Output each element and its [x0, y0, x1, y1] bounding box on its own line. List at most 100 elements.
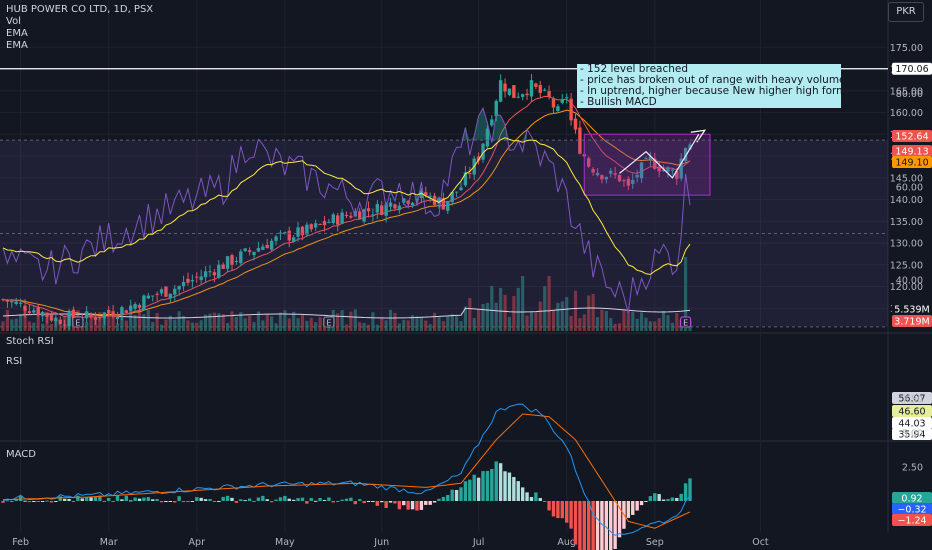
volume-bar [600, 309, 604, 331]
macd-histogram-bar [93, 496, 98, 501]
volume-bar [362, 323, 366, 331]
stoch-d-label-badge [892, 428, 932, 440]
candle-body [256, 247, 261, 252]
candle-body [675, 170, 679, 179]
candle-body [243, 248, 247, 251]
candle-body [247, 250, 252, 252]
candle-body [261, 246, 265, 250]
volume-bar [538, 301, 542, 331]
macd-histogram-bar [578, 501, 582, 550]
y-tick-label: 125.00 [890, 260, 923, 271]
candle-body [459, 187, 463, 191]
macd-histogram-bar [221, 496, 225, 501]
y-tick-label: 120.00 [890, 282, 923, 293]
macd-histogram-bar [410, 501, 415, 510]
candle-body [239, 251, 243, 264]
macd-histogram-bar [529, 497, 534, 501]
volume-ma-value-label: 5.539M [894, 305, 929, 316]
volume-bar [89, 316, 93, 331]
candle-body [393, 204, 397, 209]
signal-line [2, 413, 691, 529]
candle-body [591, 168, 595, 173]
candle-body [388, 202, 393, 207]
rsi-value-label: 56.07 [898, 394, 925, 405]
currency-button[interactable]: PKR [888, 2, 924, 22]
candle-body [322, 221, 327, 226]
candle-body [190, 280, 195, 282]
volume-bar [595, 317, 600, 331]
macd-histogram-bar [657, 494, 661, 501]
macd-histogram-bar [129, 500, 133, 502]
last-close-label-badge [892, 130, 932, 142]
candle-body [221, 264, 225, 269]
volume-bar [221, 313, 225, 331]
candle-body [265, 244, 269, 249]
volume-bar [631, 311, 635, 331]
candle-body [84, 311, 89, 319]
macd-histogram-bar [679, 493, 683, 501]
annotation-note[interactable]: - 152 level breached - price has broken … [577, 64, 841, 108]
volume-bar [402, 319, 406, 331]
macd-histogram-bar [287, 498, 291, 501]
macd-histogram-bar [503, 471, 507, 501]
candle-body [375, 204, 380, 213]
macd-histogram-bar [300, 497, 305, 501]
volume-last-label: 3.719M [894, 317, 929, 328]
macd-tick-label: 5.00 [902, 429, 923, 440]
macd-histogram-bar [309, 497, 313, 501]
volume-bar [32, 322, 36, 331]
candle-body [305, 224, 309, 235]
candle-body [573, 118, 578, 130]
candle-body [120, 307, 124, 315]
volume-bar [626, 311, 630, 331]
candle-body [274, 236, 278, 241]
stoch-k-label: 46.60 [898, 407, 925, 418]
volume-bar [516, 287, 520, 331]
candle-body [490, 119, 494, 126]
volume-ma-value-label-badge [892, 303, 932, 315]
volume-bar [120, 313, 124, 331]
volume-bar [468, 297, 472, 331]
ema-fast-label: EMA [6, 28, 28, 39]
candle-body [516, 96, 520, 98]
volume-bar [609, 318, 613, 331]
earnings-marker-label: E [683, 319, 688, 328]
resistance-price-label-badge [892, 62, 932, 75]
candle-body [344, 214, 349, 216]
macd-histogram-bar [476, 477, 481, 501]
stoch-d-label: 35.94 [898, 430, 925, 441]
volume-bar [415, 316, 419, 331]
candle-body [208, 271, 212, 273]
volume-bar [292, 311, 296, 331]
volume-bar [243, 318, 247, 331]
rsi-label: RSI [6, 356, 23, 367]
macd-histogram-bar [675, 497, 679, 501]
macd-histogram-bar [247, 498, 252, 501]
candle-body [32, 310, 36, 313]
volume-bar [622, 310, 626, 331]
candle-body [547, 91, 551, 98]
macd-histogram-bar [261, 495, 265, 501]
volume-bar [164, 319, 168, 331]
volume-bar [547, 276, 551, 331]
volume-bar [653, 321, 657, 331]
macd-histogram-bar [463, 481, 468, 501]
macd-histogram-bar [331, 501, 335, 503]
macd-histogram-bar [54, 501, 58, 502]
candle-body [415, 199, 419, 201]
macd-histogram-bar [230, 497, 234, 501]
candle-body [653, 158, 657, 169]
macd-histogram-bar [1, 501, 5, 503]
earnings-marker-label: E [75, 319, 80, 328]
volume-bar [613, 323, 617, 331]
macd-histogram-bar [124, 495, 129, 501]
candle-body [437, 197, 441, 204]
candle-body [494, 100, 498, 117]
y-tick-label: 165.00 [890, 86, 923, 97]
volume-bar [556, 302, 560, 331]
volume-bar [173, 319, 177, 331]
candle-body [199, 276, 203, 281]
macd-histogram-bar [520, 487, 525, 501]
macd-histogram-bar [573, 501, 578, 545]
macd-histogram-bar [472, 474, 476, 501]
